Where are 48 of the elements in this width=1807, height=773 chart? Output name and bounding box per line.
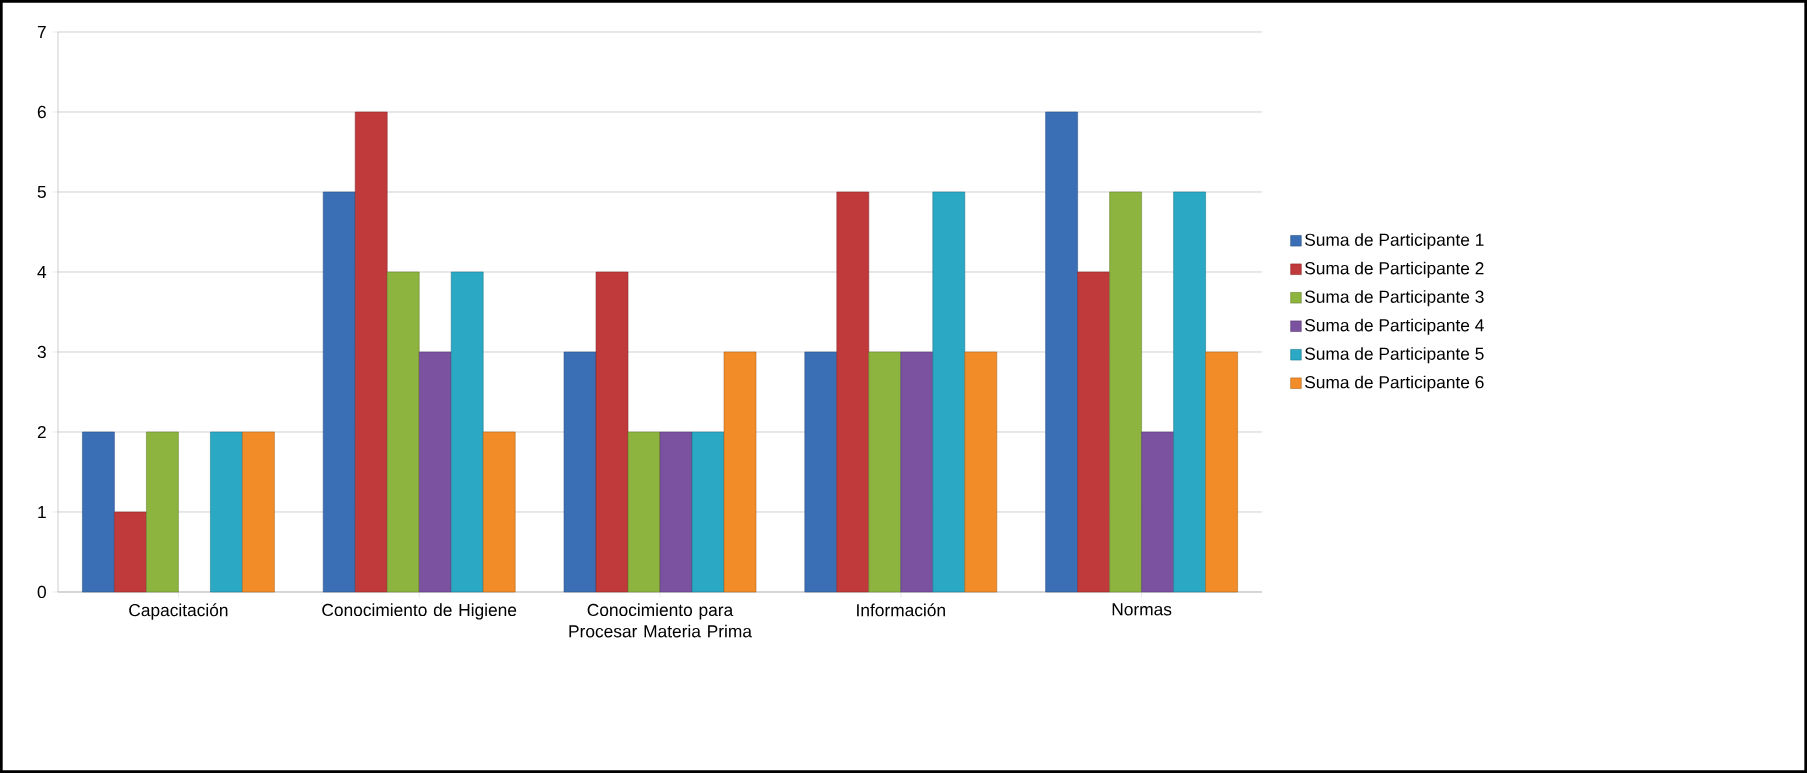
y-tick-label: 0 — [37, 585, 46, 599]
y-tick-label: 3 — [37, 345, 46, 359]
bar — [1045, 111, 1078, 593]
bar — [482, 431, 516, 593]
legend-label: Suma de Participante 6 — [1305, 375, 1484, 392]
legend-label: Suma de Participante 4 — [1305, 318, 1484, 335]
bar — [868, 351, 902, 593]
x-tick-label: Normas — [1112, 603, 1172, 616]
y-tick-label: 2 — [37, 425, 46, 439]
bar — [964, 351, 998, 593]
bar — [932, 191, 966, 593]
bar — [900, 351, 934, 593]
bar — [354, 111, 388, 593]
bar — [836, 191, 870, 593]
bar — [723, 351, 757, 593]
y-tick-label: 5 — [37, 185, 46, 199]
x-tick-label: Conocimiento de Higiene — [322, 603, 517, 620]
bar — [450, 271, 484, 593]
y-tick-label: 1 — [38, 506, 46, 518]
legend-label: Suma de Participante 1 — [1305, 233, 1484, 250]
bar — [386, 271, 420, 593]
bar — [691, 431, 725, 593]
bar — [659, 431, 693, 593]
bar — [1173, 191, 1206, 593]
legend-label: Suma de Participante 5 — [1305, 347, 1484, 364]
bar — [1205, 351, 1238, 593]
bar — [242, 431, 275, 593]
bar — [322, 191, 356, 593]
y-tick-label: 7 — [37, 26, 46, 38]
y-tick-label: 4 — [37, 266, 47, 278]
x-tick-label: Capacitación — [129, 603, 228, 620]
bar — [1141, 431, 1174, 593]
bar — [418, 351, 452, 593]
bar — [210, 431, 243, 593]
bar — [1109, 191, 1142, 593]
bar — [146, 431, 179, 593]
bar — [563, 351, 597, 593]
bar — [82, 431, 115, 593]
x-tick-label: Conocimiento para Procesar Materia Prima — [569, 603, 752, 638]
legend-label: Suma de Participante 2 — [1305, 261, 1484, 278]
bar — [804, 351, 838, 593]
x-tick-label: Información — [857, 603, 945, 617]
bar — [114, 511, 147, 593]
y-tick-label: 6 — [37, 105, 46, 119]
bar — [627, 431, 661, 593]
bar — [595, 271, 629, 593]
legend-label: Suma de Participante 3 — [1305, 290, 1484, 307]
bar — [1077, 271, 1110, 593]
